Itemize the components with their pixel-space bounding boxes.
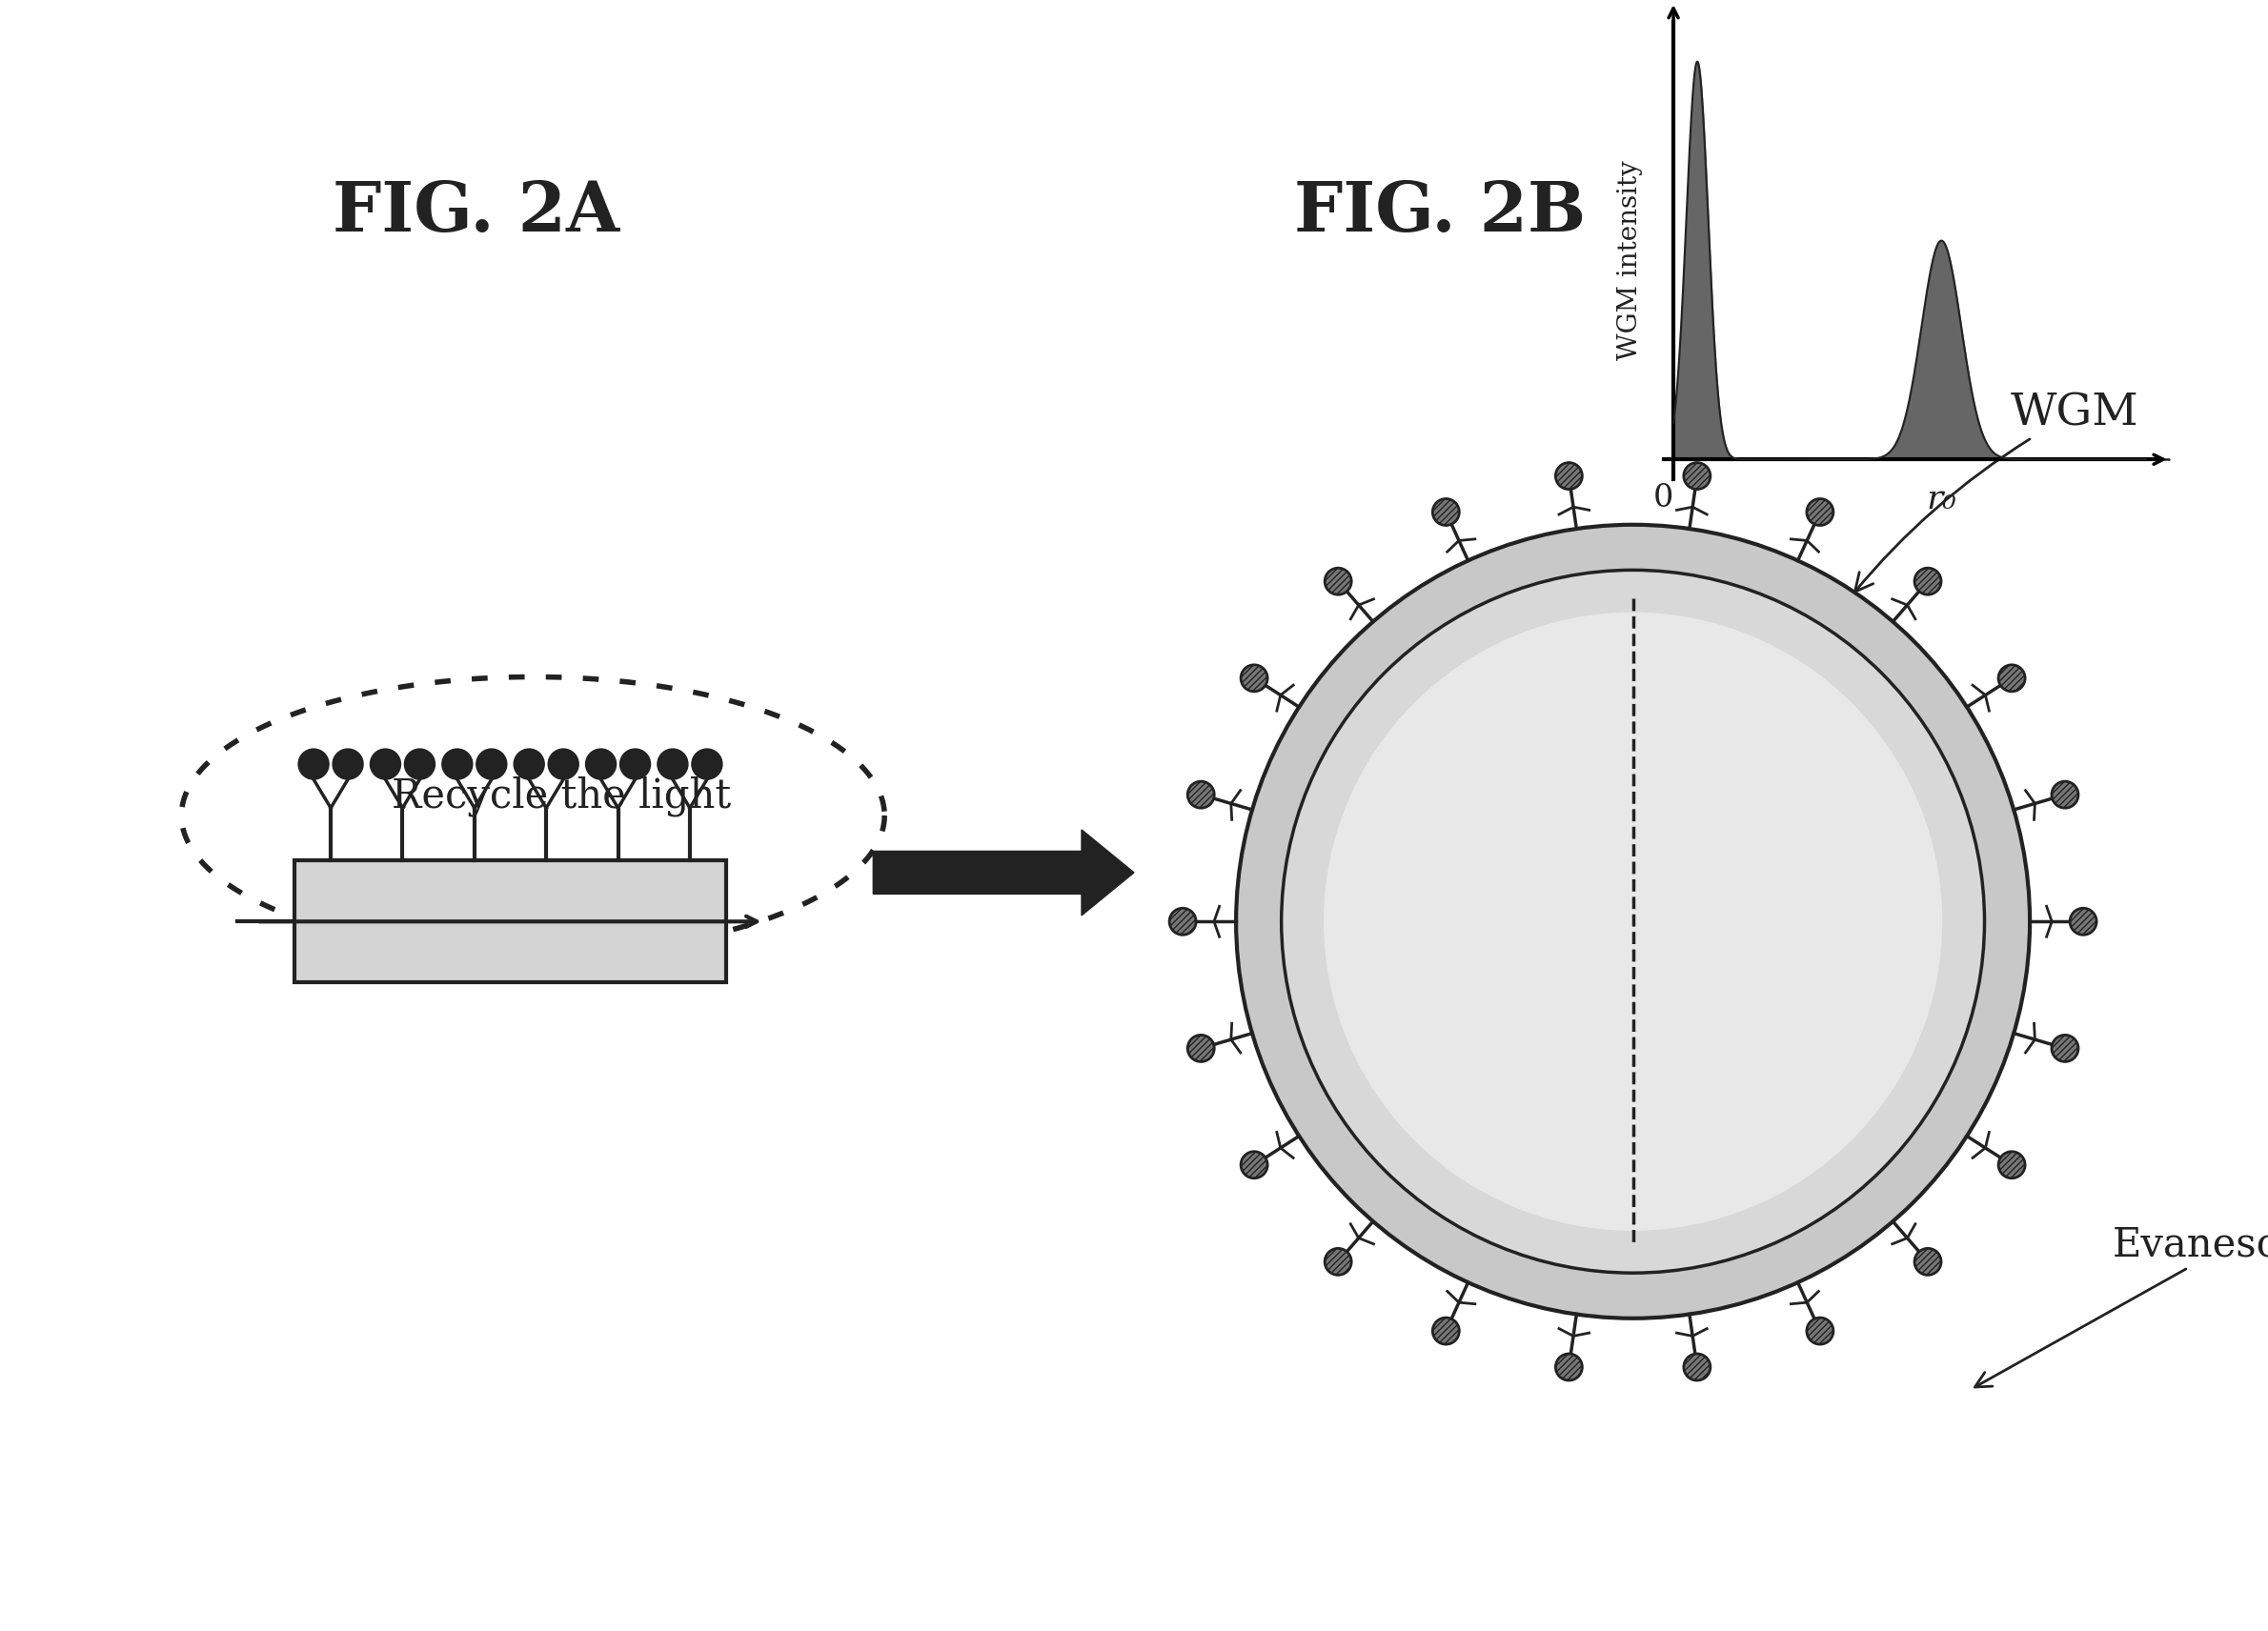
Circle shape [1808,1318,1833,1344]
Circle shape [1188,781,1213,807]
Text: FIG. 2B: FIG. 2B [1295,178,1585,246]
Circle shape [1556,1354,1583,1380]
Circle shape [1998,665,2025,692]
Circle shape [1433,499,1458,525]
Circle shape [619,749,651,780]
Circle shape [1241,665,1268,692]
Circle shape [1241,1151,1268,1178]
Circle shape [476,749,506,780]
Circle shape [1170,908,1195,935]
Circle shape [1236,525,2030,1318]
Bar [295,861,726,982]
Circle shape [333,749,363,780]
Circle shape [585,749,617,780]
Circle shape [1683,463,1710,489]
Text: 0: 0 [1653,483,1674,514]
Circle shape [1556,463,1583,489]
Text: WGM intensity: WGM intensity [1617,160,1642,360]
Circle shape [549,749,578,780]
Text: r₀: r₀ [1926,483,1957,515]
Circle shape [299,749,329,780]
Circle shape [442,749,472,780]
Circle shape [1914,1248,1941,1275]
Circle shape [1325,568,1352,595]
Circle shape [658,749,687,780]
Circle shape [404,749,435,780]
Text: Recycle the light: Recycle the light [392,776,730,817]
Circle shape [1281,571,1984,1272]
Text: Evanescent: Evanescent [1975,1225,2268,1386]
Circle shape [1188,1036,1213,1062]
Circle shape [1683,1354,1710,1380]
Circle shape [1808,499,1833,525]
Text: FIG. 2A: FIG. 2A [333,178,619,246]
Circle shape [1325,612,1941,1231]
Circle shape [2053,1036,2077,1062]
Circle shape [2053,781,2077,807]
Text: WGM: WGM [1855,391,2139,592]
Circle shape [515,749,544,780]
FancyArrow shape [873,830,1134,915]
Circle shape [1433,1318,1458,1344]
Circle shape [1914,568,1941,595]
Circle shape [1325,1248,1352,1275]
Circle shape [370,749,401,780]
Circle shape [692,749,721,780]
Circle shape [1998,1151,2025,1178]
Circle shape [2071,908,2096,935]
